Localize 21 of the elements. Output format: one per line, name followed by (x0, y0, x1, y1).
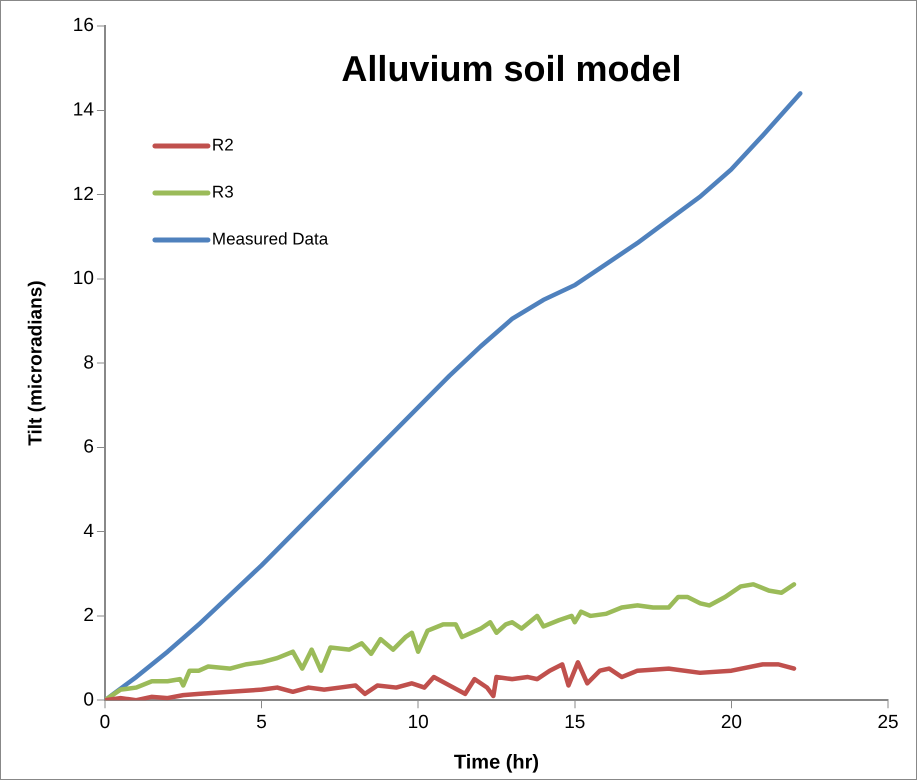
text: Alluvium soil model (341, 48, 682, 89)
x-axis-title: Time (hr) (454, 752, 540, 774)
x-tick-label: 25 (877, 712, 899, 733)
x-tick-label: 20 (720, 712, 742, 733)
y-tick-label: 14 (72, 100, 94, 121)
legend-label: Measured Data (212, 230, 329, 249)
legend-label: R2 (212, 136, 234, 155)
y-tick-label: 16 (72, 15, 94, 36)
y-tick-label: 6 (83, 436, 94, 458)
y-tick-label: 4 (83, 520, 94, 542)
y-tick-label: 0 (83, 689, 94, 710)
y-tick-label: 2 (83, 605, 94, 626)
x-tick-label: 0 (100, 712, 110, 733)
y-axis-title: Tilt (microradians) (26, 280, 47, 446)
y-tick-label: 12 (72, 184, 94, 205)
x-tick-label: 10 (408, 712, 429, 733)
legend-label: R3 (212, 182, 234, 202)
y-tick-label: 8 (83, 352, 94, 374)
y-tick-label: 10 (72, 268, 94, 290)
x-tick-label: 5 (256, 712, 267, 733)
x-tick-label: 15 (564, 712, 586, 733)
